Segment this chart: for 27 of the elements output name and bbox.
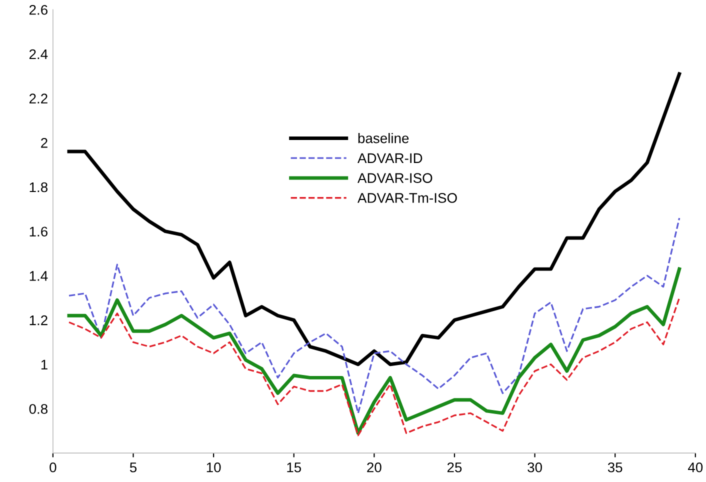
legend-label: ADVAR-ID <box>358 153 422 163</box>
x-tick-label: 20 <box>367 462 382 472</box>
x-tick-label: 0 <box>50 462 56 472</box>
x-tick-label: 15 <box>287 462 302 472</box>
x-tick-label: 5 <box>130 462 137 472</box>
y-tick-label: 2.4 <box>29 49 48 60</box>
x-tick-label: 25 <box>447 462 462 472</box>
y-tick-label: 2.6 <box>29 4 48 15</box>
y-tick-label: 1.4 <box>30 271 48 281</box>
y-tick-label: 1.2 <box>30 315 48 326</box>
y-tick-label: 2 <box>41 138 48 148</box>
line-series <box>68 217 680 414</box>
x-tick-label: 40 <box>688 462 703 472</box>
y-tick-label: 0.8 <box>29 404 48 414</box>
y-tick-label: 1.8 <box>30 182 48 192</box>
legend-label: baseline <box>358 133 409 144</box>
line-series <box>68 297 680 436</box>
line-series <box>67 72 682 366</box>
y-tick-label: 1 <box>41 360 48 370</box>
y-tick-label: 2.2 <box>29 94 48 104</box>
legend-label: ADVAR-Tm-ISO <box>358 193 457 203</box>
y-tick-label: 1.6 <box>30 226 48 237</box>
line-series <box>67 267 682 435</box>
x-tick-label: 10 <box>206 462 221 472</box>
legend-label: ADVAR-ISO <box>358 173 432 183</box>
x-tick-label: 35 <box>608 462 622 472</box>
x-tick-label: 30 <box>528 462 542 472</box>
